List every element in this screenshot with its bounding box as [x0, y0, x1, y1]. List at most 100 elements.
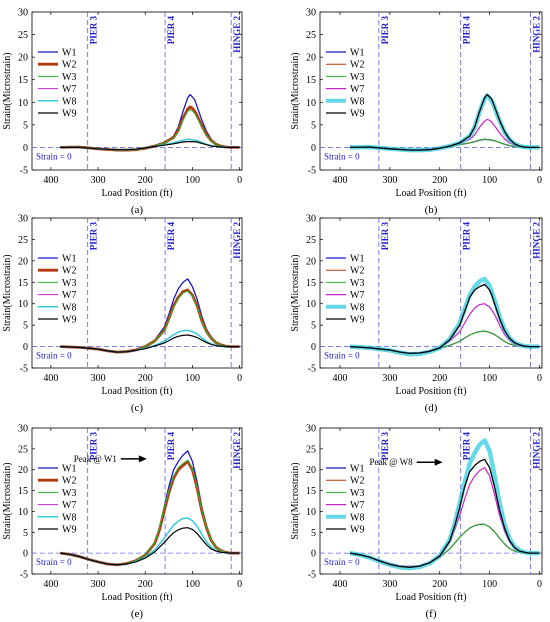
y-tick-label: 5 [311, 321, 316, 332]
legend-label: W1 [350, 464, 364, 475]
legend-label: W3 [350, 72, 364, 83]
y-tick-label: 20 [306, 465, 316, 476]
x-tick-label: 100 [482, 373, 497, 384]
y-axis-label: Strain(Microstrain) [290, 462, 301, 539]
y-tick-label: 15 [306, 486, 316, 497]
legend-label: W7 [62, 84, 76, 95]
y-axis-label: Strain(Microstrain) [2, 462, 13, 539]
legend-label: W3 [62, 488, 76, 499]
x-tick-label: 200 [138, 579, 153, 590]
y-tick-label: 30 [18, 214, 28, 225]
y-tick-label: 0 [23, 549, 28, 560]
x-axis-label: Load Position (ft) [101, 188, 172, 199]
x-tick-label: 300 [91, 175, 106, 186]
reference-line-label: PIER 3 [89, 16, 99, 45]
plot-frame [31, 217, 243, 369]
legend-label: W9 [350, 109, 364, 120]
annotation-arrowhead [434, 458, 443, 466]
y-tick-label: 10 [306, 98, 316, 109]
x-tick-label: 0 [237, 175, 242, 186]
series-line-w3 [60, 109, 240, 151]
annotation-arrowhead [138, 455, 147, 463]
y-tick-label: 0 [311, 549, 316, 560]
reference-line-label: PIER 3 [380, 16, 390, 45]
x-tick-label: 100 [482, 579, 497, 590]
reference-line-label: PIER 4 [462, 222, 472, 251]
x-tick-label: 300 [382, 373, 397, 384]
legend-label: W9 [350, 315, 364, 326]
plot-frame [319, 217, 543, 369]
x-tick-label: 400 [43, 175, 58, 186]
panel-label: (d) [425, 402, 438, 414]
peak-annotation: Peak @ W1 [74, 454, 117, 464]
y-tick-label: 25 [18, 30, 28, 41]
y-axis-label: Strain(Microstrain) [2, 254, 13, 331]
legend-label: W3 [350, 278, 364, 289]
y-tick-label: 10 [18, 299, 28, 310]
legend-label: W1 [62, 254, 76, 265]
x-tick-label: 400 [332, 579, 347, 590]
x-tick-label: 200 [138, 373, 153, 384]
chart-panel-f: -5 0 5 10 15 20 25 30 400 300 200 100 0 Strain = 0 PIE… [290, 424, 543, 620]
legend-label: W2 [350, 60, 364, 71]
legend-label: W2 [62, 60, 76, 71]
y-tick-label: 20 [306, 256, 316, 267]
y-tick-label: 30 [18, 424, 28, 435]
y-tick-label: 30 [306, 8, 316, 19]
x-tick-label: 100 [482, 175, 497, 186]
legend-label: W7 [350, 290, 364, 301]
reference-line-label: PIER 3 [380, 432, 390, 461]
zero-strain-label: Strain = 0 [324, 151, 360, 161]
legend-label: W8 [62, 512, 76, 523]
series-line-w2 [60, 105, 240, 152]
panel-label: (f) [426, 608, 437, 620]
y-tick-label: 5 [23, 528, 28, 539]
x-tick-label: 200 [138, 175, 153, 186]
series-line-w8 [349, 93, 540, 153]
series-line-w9 [60, 527, 240, 566]
x-tick-label: 100 [185, 175, 200, 186]
reference-line-label: PIER 4 [462, 16, 472, 45]
y-tick-label: -5 [308, 166, 316, 177]
y-tick-label: 20 [18, 53, 28, 64]
x-tick-label: 400 [43, 579, 58, 590]
x-tick-label: 300 [91, 373, 106, 384]
y-tick-label: -5 [20, 364, 28, 375]
y-tick-label: 10 [306, 507, 316, 518]
x-tick-label: 200 [432, 175, 447, 186]
x-axis-label: Load Position (ft) [395, 188, 466, 199]
y-tick-label: 0 [23, 342, 28, 353]
x-tick-label: 300 [382, 175, 397, 186]
y-tick-label: 15 [18, 278, 28, 289]
y-tick-label: 15 [18, 75, 28, 86]
legend-label: W9 [62, 315, 76, 326]
y-tick-label: 0 [23, 143, 28, 154]
y-tick-label: 20 [306, 53, 316, 64]
panel-label: (c) [131, 402, 144, 414]
x-tick-label: 0 [537, 373, 542, 384]
plot-frame [31, 11, 243, 171]
peak-annotation: Peak @ W8 [370, 457, 414, 467]
y-tick-label: 5 [311, 528, 316, 539]
y-tick-label: 20 [18, 256, 28, 267]
y-tick-label: 15 [306, 278, 316, 289]
reference-line-label: HINGE 2 [532, 222, 542, 259]
panel-label: (e) [131, 608, 144, 620]
legend-label: W3 [62, 72, 76, 83]
y-tick-label: -5 [308, 570, 316, 581]
zero-strain-label: Strain = 0 [36, 351, 72, 361]
x-tick-label: 0 [237, 373, 242, 384]
x-tick-label: 300 [91, 579, 106, 590]
x-tick-label: 400 [332, 175, 347, 186]
legend-label: W3 [350, 488, 364, 499]
reference-line-label: PIER 3 [380, 222, 390, 251]
legend-label: W1 [62, 48, 76, 59]
legend-label: W7 [350, 84, 364, 95]
chart-panel-c: -5 0 5 10 15 20 25 30 400 300 200 100 0 Strain = 0 PIE… [2, 214, 243, 414]
y-tick-label: 5 [23, 120, 28, 131]
x-axis-label: Load Position (ft) [395, 386, 466, 397]
legend-label: W2 [350, 476, 364, 487]
reference-line-label: PIER 4 [166, 222, 176, 251]
y-tick-label: 30 [18, 8, 28, 19]
reference-line-label: HINGE 2 [532, 16, 542, 53]
